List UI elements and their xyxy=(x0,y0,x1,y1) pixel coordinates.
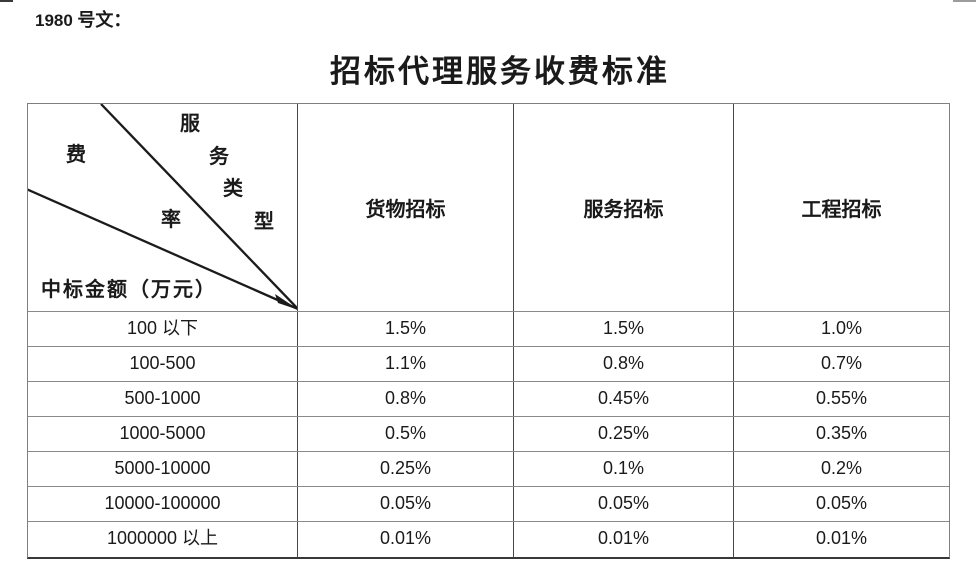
row-label-amount-range: 1000-5000 xyxy=(28,417,298,451)
rate-cell-works: 0.01% xyxy=(815,528,868,548)
diagonal-arrowhead xyxy=(275,294,297,310)
rate-cell-goods: 0.05% xyxy=(298,487,514,521)
rate-cell-goods: 0.01% xyxy=(298,522,514,557)
table-row: 100 以下 1.5% 1.5% 1.0% xyxy=(28,312,949,347)
table-row: 100-500 1.1% 0.8% 0.7% xyxy=(28,347,949,382)
rate-cell-services: 0.45% xyxy=(514,382,734,416)
column-header-works: 工程招标 xyxy=(801,199,882,221)
rate-cell-works: 0.7% xyxy=(820,353,863,373)
rate-cell-works: 0.35% xyxy=(815,423,868,443)
rate-cell-goods: 0.25% xyxy=(298,452,514,486)
rate-cell-goods: 1.1% xyxy=(298,347,514,381)
table-row: 1000000 以上 0.01% 0.01% 0.01% xyxy=(28,522,949,557)
rate-cell-works: 0.2% xyxy=(820,458,863,478)
corner-service-type-char-2: 务 xyxy=(209,146,229,168)
diagonal-divider-lines xyxy=(28,104,297,310)
rate-cell-works: 0.05% xyxy=(815,493,868,513)
corner-service-type-char-1: 服 xyxy=(180,113,200,135)
row-label-amount-range: 500-1000 xyxy=(28,382,298,416)
row-label-amount-range: 10000-100000 xyxy=(28,487,298,521)
corner-service-type-char-3: 类 xyxy=(223,178,243,200)
rate-cell-goods: 0.5% xyxy=(298,417,514,451)
corner-fee-rate-char-2: 率 xyxy=(161,209,181,231)
rate-cell-services: 0.25% xyxy=(514,417,734,451)
page-title: 招标代理服务收费标准 xyxy=(330,54,670,89)
row-label-amount-range: 100 以下 xyxy=(28,312,298,346)
page-edge-artifact-right xyxy=(953,0,976,2)
fee-table: 服 务 类 型 费 率 中标金额（万元） 货物招标 服务招标 工程招标 100 … xyxy=(27,103,950,559)
table-row: 10000-100000 0.05% 0.05% 0.05% xyxy=(28,487,949,522)
rate-cell-services: 0.8% xyxy=(514,347,734,381)
rate-cell-goods: 1.5% xyxy=(298,312,514,346)
doc-ref-suffix: 号文： xyxy=(72,10,132,30)
rate-cell-works: 1.0% xyxy=(820,318,863,338)
corner-cell-diagonal: 服 务 类 型 费 率 中标金额（万元） xyxy=(28,104,298,311)
doc-ref-number: 1980 xyxy=(35,11,73,30)
table-row: 5000-10000 0.25% 0.1% 0.2% xyxy=(28,452,949,487)
table-body: 100 以下 1.5% 1.5% 1.0% 100-500 1.1% 0.8% … xyxy=(28,312,949,557)
table-row: 1000-5000 0.5% 0.25% 0.35% xyxy=(28,417,949,452)
doc-ref: 1980 号文： xyxy=(35,6,131,32)
row-label-amount-range: 1000000 以上 xyxy=(28,522,298,557)
corner-fee-rate-char-1: 费 xyxy=(66,144,86,166)
rate-cell-services: 0.05% xyxy=(514,487,734,521)
row-label-amount-range: 100-500 xyxy=(28,347,298,381)
rate-cell-services: 0.01% xyxy=(514,522,734,557)
row-label-amount-range: 5000-10000 xyxy=(28,452,298,486)
corner-service-type-char-4: 型 xyxy=(254,211,274,233)
table-row: 500-1000 0.8% 0.45% 0.55% xyxy=(28,382,949,417)
rate-cell-services: 0.1% xyxy=(514,452,734,486)
corner-amount-label: 中标金额（万元） xyxy=(41,279,217,301)
page-edge-artifact-left xyxy=(0,0,13,2)
rate-cell-services: 1.5% xyxy=(514,312,734,346)
rate-cell-goods: 0.8% xyxy=(298,382,514,416)
column-header-goods: 货物招标 xyxy=(298,104,514,311)
table-header-row: 服 务 类 型 费 率 中标金额（万元） 货物招标 服务招标 工程招标 xyxy=(28,104,949,312)
rate-cell-works: 0.55% xyxy=(815,388,868,408)
column-header-services: 服务招标 xyxy=(514,104,734,311)
